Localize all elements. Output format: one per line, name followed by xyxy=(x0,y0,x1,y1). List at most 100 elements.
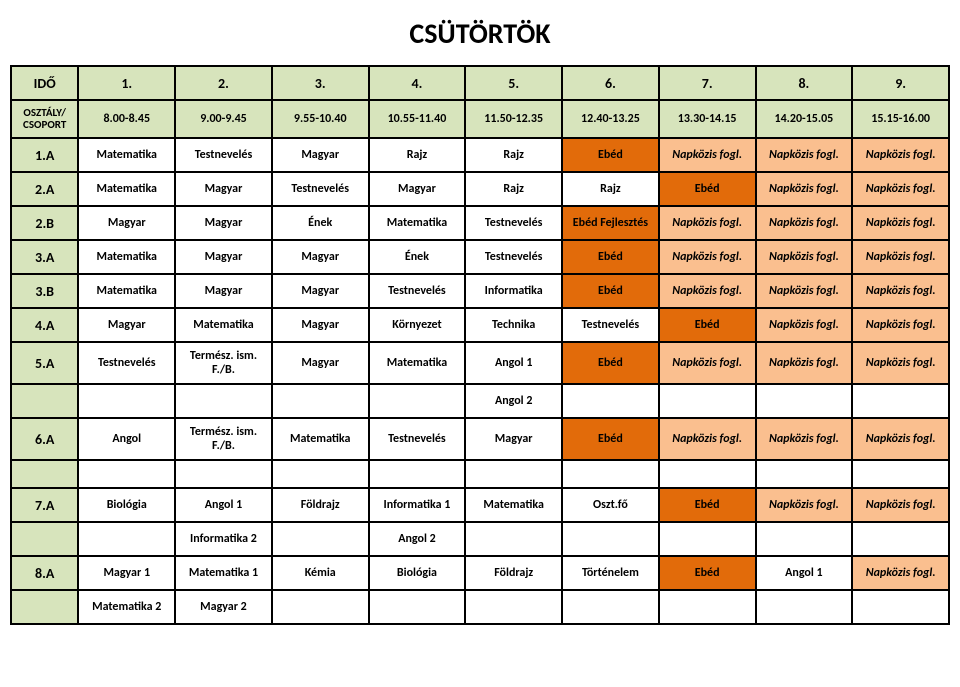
cell-napkozis: Napközis fogl. xyxy=(852,206,949,240)
row-label: 4.A xyxy=(11,308,78,342)
cell: Testnevelés xyxy=(369,274,466,308)
cell xyxy=(78,522,175,556)
cell xyxy=(756,384,853,418)
cell-napkozis: Napközis fogl. xyxy=(852,488,949,522)
cell-napkozis: Napközis fogl. xyxy=(659,274,756,308)
cell-napkozis: Napközis fogl. xyxy=(852,556,949,590)
cell xyxy=(369,590,466,624)
table-body: 1.AMatematikaTestnevelésMagyarRajzRajzEb… xyxy=(11,138,949,624)
cell: Magyar xyxy=(369,172,466,206)
cell: Matematika xyxy=(369,342,466,384)
cell-napkozis: Napközis fogl. xyxy=(756,418,853,460)
cell: Testnevelés xyxy=(369,418,466,460)
cell: Testnevelés xyxy=(272,172,369,206)
header-ido: IDŐ xyxy=(11,66,78,100)
cell: Testnevelés xyxy=(78,342,175,384)
table-row: 7.ABiológiaAngol 1FöldrajzInformatika 1M… xyxy=(11,488,949,522)
table-row: 3.AMatematikaMagyarMagyarÉnekTestnevelés… xyxy=(11,240,949,274)
cell-napkozis: Napközis fogl. xyxy=(756,342,853,384)
cell-napkozis: Napközis fogl. xyxy=(659,206,756,240)
cell-napkozis: Napközis fogl. xyxy=(852,342,949,384)
cell xyxy=(562,460,659,488)
cell-napkozis: Napközis fogl. xyxy=(659,418,756,460)
cell: Angol 2 xyxy=(369,522,466,556)
cell: Angol 1 xyxy=(756,556,853,590)
cell xyxy=(852,590,949,624)
cell: Rajz xyxy=(465,172,562,206)
cell xyxy=(78,384,175,418)
cell-napkozis: Napközis fogl. xyxy=(756,488,853,522)
cell xyxy=(852,384,949,418)
cell: Magyar xyxy=(175,172,272,206)
cell: Ének xyxy=(272,206,369,240)
cell xyxy=(659,384,756,418)
cell: Magyar xyxy=(272,274,369,308)
cell: Matematika xyxy=(369,206,466,240)
cell: Matematika xyxy=(175,308,272,342)
cell xyxy=(659,522,756,556)
cell: Testnevelés xyxy=(465,240,562,274)
cell-napkozis: Napközis fogl. xyxy=(659,138,756,172)
row-label: 2.B xyxy=(11,206,78,240)
header-time: 9.00-9.45 xyxy=(175,100,272,138)
cell-napkozis: Napközis fogl. xyxy=(756,274,853,308)
cell: Oszt.fő xyxy=(562,488,659,522)
cell-napkozis: Napközis fogl. xyxy=(756,172,853,206)
cell-napkozis: Napközis fogl. xyxy=(659,342,756,384)
row-label: 7.A xyxy=(11,488,78,522)
cell-ebed: Ebéd xyxy=(562,274,659,308)
cell: Magyar xyxy=(78,308,175,342)
table-row: 4.AMagyarMatematikaMagyarKörnyezetTechni… xyxy=(11,308,949,342)
cell xyxy=(175,460,272,488)
header-time: 12.40-13.25 xyxy=(562,100,659,138)
header-period: 7. xyxy=(659,66,756,100)
cell: Ének xyxy=(369,240,466,274)
row-label xyxy=(11,522,78,556)
header-period: 6. xyxy=(562,66,659,100)
cell xyxy=(465,522,562,556)
cell-ebed: Ebéd xyxy=(659,308,756,342)
cell: Informatika 1 xyxy=(369,488,466,522)
cell-ebed: Ebéd Fejlesztés xyxy=(562,206,659,240)
row-label: 2.A xyxy=(11,172,78,206)
cell xyxy=(369,460,466,488)
cell xyxy=(272,590,369,624)
cell xyxy=(852,522,949,556)
cell-ebed: Ebéd xyxy=(659,172,756,206)
table-row: 1.AMatematikaTestnevelésMagyarRajzRajzEb… xyxy=(11,138,949,172)
row-label xyxy=(11,460,78,488)
table-head: IDŐ1.2.3.4.5.6.7.8.9.OSZTÁLY/ CSOPORT8.0… xyxy=(11,66,949,138)
cell-ebed: Ebéd xyxy=(562,138,659,172)
cell: Magyar xyxy=(272,342,369,384)
cell-napkozis: Napközis fogl. xyxy=(756,240,853,274)
cell: Magyar 2 xyxy=(175,590,272,624)
cell xyxy=(78,460,175,488)
timetable: IDŐ1.2.3.4.5.6.7.8.9.OSZTÁLY/ CSOPORT8.0… xyxy=(10,65,950,625)
cell-napkozis: Napközis fogl. xyxy=(756,206,853,240)
cell xyxy=(659,460,756,488)
cell: Magyar xyxy=(272,138,369,172)
header-period: 9. xyxy=(852,66,949,100)
cell: Környezet xyxy=(369,308,466,342)
cell: Földrajz xyxy=(465,556,562,590)
cell xyxy=(272,384,369,418)
cell: Matematika xyxy=(78,172,175,206)
row-label: 3.A xyxy=(11,240,78,274)
row-label: 3.B xyxy=(11,274,78,308)
cell: Matematika xyxy=(272,418,369,460)
row-label xyxy=(11,384,78,418)
header-time: 14.20-15.05 xyxy=(756,100,853,138)
cell-ebed: Ebéd xyxy=(562,418,659,460)
table-row: Angol 2 xyxy=(11,384,949,418)
cell xyxy=(175,384,272,418)
header-period: 4. xyxy=(369,66,466,100)
cell: Biológia xyxy=(78,488,175,522)
table-row: 2.BMagyarMagyarÉnekMatematikaTestnevelés… xyxy=(11,206,949,240)
cell xyxy=(369,384,466,418)
cell: Testnevelés xyxy=(465,206,562,240)
cell-napkozis: Napközis fogl. xyxy=(852,274,949,308)
cell xyxy=(465,590,562,624)
cell-napkozis: Napközis fogl. xyxy=(852,138,949,172)
cell: Magyar xyxy=(272,240,369,274)
cell xyxy=(852,460,949,488)
